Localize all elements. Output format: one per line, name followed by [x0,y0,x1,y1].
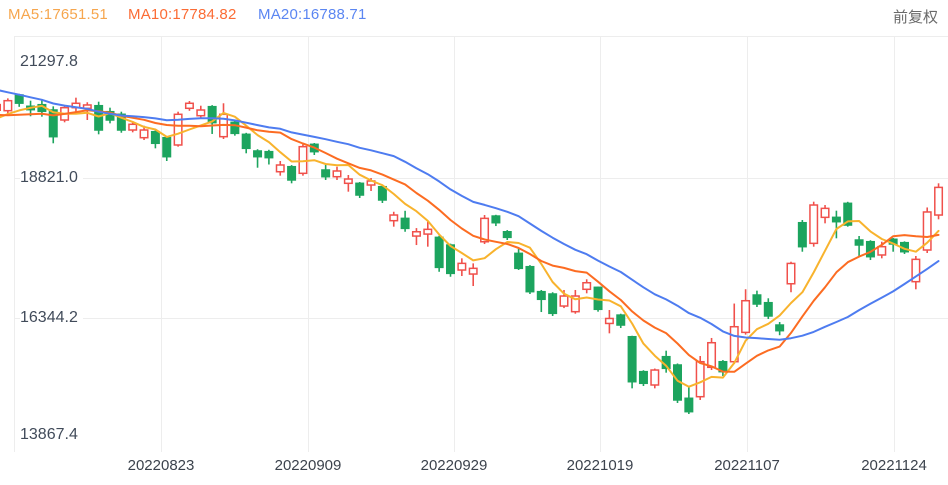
candle-body-down[interactable] [491,215,501,224]
candle-body-down[interactable] [797,221,807,248]
candle-body-down[interactable] [684,397,694,413]
candle-body-up[interactable] [650,369,660,386]
x-axis-label: 20221107 [714,457,780,474]
candle-body-down[interactable] [241,133,251,150]
candle-body-down[interactable] [627,335,637,383]
candle-body-up[interactable] [196,109,206,117]
candle-body-up[interactable] [457,262,467,271]
x-axis-label: 20221124 [861,457,927,474]
candle-body-up[interactable] [695,360,705,398]
x-axis-label: 20220909 [274,457,342,474]
candle-body-up[interactable] [411,231,421,237]
candle-body-down[interactable] [150,130,160,145]
candle-body-up[interactable] [275,164,285,173]
candle-body-up[interactable] [128,123,138,131]
candle-body-up[interactable] [877,245,887,256]
candle-body-down[interactable] [116,113,126,131]
candle-body-down[interactable] [94,104,104,131]
ma5-line [0,104,940,388]
candle-body-down[interactable] [638,370,648,385]
candle-body-down[interactable] [207,105,217,124]
candle-body-down[interactable] [763,301,773,317]
candle-body-up[interactable] [911,258,921,283]
candle-body-up[interactable] [389,214,399,222]
candle-body-down[interactable] [446,244,455,275]
ma20-legend-value: MA20:16788.71 [258,6,367,23]
candle-body-up[interactable] [423,228,433,235]
candle-body-down[interactable] [831,216,841,223]
candle-body-up[interactable] [343,178,353,185]
y-axis-label: 21297.8 [20,54,83,70]
candle-body-up[interactable] [820,207,830,219]
candle-body-down[interactable] [400,217,410,230]
candle-body-up[interactable] [468,267,478,275]
candle-body-down[interactable] [548,293,558,315]
candle-body-down[interactable] [536,290,546,301]
candle-body-up[interactable] [173,113,183,146]
x-axis-label: 20220929 [420,457,488,474]
price-adjust-mode-toggle[interactable]: 前复权 [892,9,938,26]
candle-body-down[interactable] [48,109,58,138]
ma20-line [0,89,940,341]
candle-body-up[interactable] [741,299,751,334]
candle-body-down[interactable] [752,294,762,305]
y-axis-label: 18821.0 [20,170,83,186]
candle-body-down[interactable] [321,169,331,178]
candle-body-down[interactable] [230,121,240,135]
candle-body-down[interactable] [514,252,524,270]
candle-body-up[interactable] [922,211,932,251]
candle-body-up[interactable] [707,341,717,369]
candle-body-up[interactable] [809,204,819,245]
candle-body-up[interactable] [480,217,490,243]
ma10-legend-value: MA10:17784.82 [128,6,237,23]
candle-body-up[interactable] [570,295,580,313]
y-axis-label: 16344.2 [20,310,83,326]
ma10-line [0,109,940,373]
candle-body-up[interactable] [184,102,194,110]
candle-body-down[interactable] [162,136,172,158]
candle-body-down[interactable] [775,324,785,332]
candle-body-down[interactable] [355,182,365,196]
candle-body-down[interactable] [502,231,512,239]
candle-body-down[interactable] [434,236,444,269]
candle-body-down[interactable] [287,165,297,181]
candle-body-down[interactable] [377,185,387,201]
x-axis-label: 20220823 [127,457,195,474]
candle-body-up[interactable] [786,262,796,285]
ma5-legend-value: MA5:17651.51 [8,6,108,23]
candle-body-up[interactable] [604,317,614,325]
candle-body-down[interactable] [616,314,626,326]
candle-body-down[interactable] [253,150,263,158]
candle-body-down[interactable] [525,265,535,293]
candle-body-up[interactable] [3,99,13,112]
x-axis-label: 20221019 [566,457,634,474]
candle-body-down[interactable] [264,150,274,159]
candle-body-up[interactable] [582,281,592,291]
candle-body-up[interactable] [139,129,149,139]
y-axis-label: 13867.4 [20,427,83,443]
candle-body-up[interactable] [332,170,342,178]
candle-body-down[interactable] [854,239,864,246]
candle-body-down[interactable] [843,202,853,226]
candle-body-up[interactable] [559,295,569,307]
candle-body-up[interactable] [934,186,944,216]
